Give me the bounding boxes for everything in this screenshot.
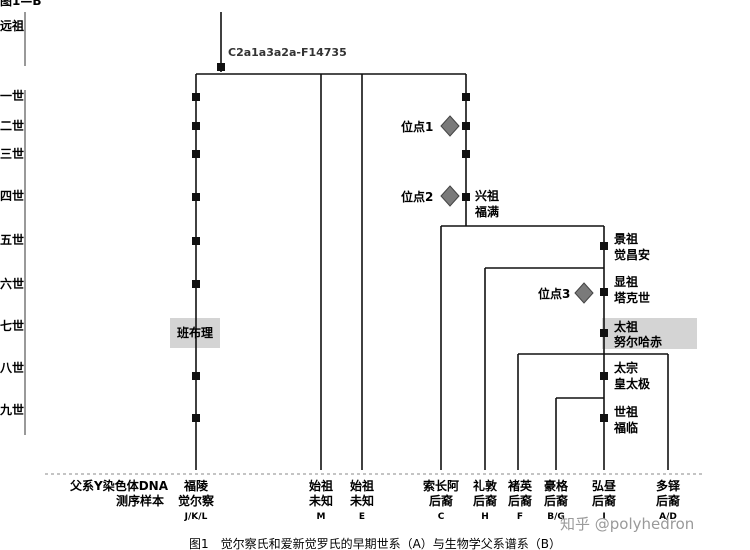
sample-2-line1: 始祖 [350, 478, 374, 493]
jingzu-title: 景祖 [614, 231, 638, 246]
sample-6-line1: 豪格 [544, 478, 569, 493]
gen-label-6: 六世 [0, 276, 24, 291]
site-3-label: 位点3 [538, 286, 570, 301]
site-markers [440, 115, 594, 304]
sample-2-line2: 未知 [349, 493, 374, 508]
footer-header-1: 父系Y染色体DNA [69, 478, 169, 493]
sample-6-line2: 后裔 [544, 493, 568, 508]
sample-3-line1: 索长阿 [423, 478, 459, 493]
banbuli-label: 班布理 [177, 325, 213, 340]
sample-4-line2: 后裔 [473, 493, 497, 508]
tree-lines [195, 12, 669, 470]
node-markers [192, 63, 608, 422]
sample-0-code: J/K/L [184, 512, 208, 522]
taizu-title: 太祖 [614, 319, 638, 334]
node-left-gen8 [192, 372, 200, 380]
gen-label-9: 九世 [0, 402, 24, 417]
gen-label-4: 四世 [0, 188, 24, 203]
node-left-gen1 [192, 93, 200, 101]
gen-label-8: 八世 [0, 360, 24, 375]
gen-label-ancestor: 远祖 [0, 18, 24, 33]
shizu-title: 世祖 [614, 404, 638, 419]
sample-5-line1: 褚英 [507, 478, 533, 493]
site-1-label: 位点1 [401, 119, 433, 134]
node-taizu [600, 329, 608, 337]
sample-7-line1: 弘昼 [592, 478, 617, 493]
sample-labels: 福陵 觉尔察 J/K/L 始祖 未知 M 始祖 未知 E 索长阿 后裔 C 礼敦… [178, 478, 681, 522]
sample-8-code: A/D [659, 512, 677, 522]
watermark: 知乎 @polyhedron [560, 515, 694, 533]
taizong-title: 太宗 [614, 360, 638, 375]
sample-4-line1: 礼敦 [473, 478, 498, 493]
gen-label-2: 二世 [0, 118, 24, 133]
node-right-gen1 [462, 93, 470, 101]
shizu-name: 福临 [613, 420, 638, 435]
gen-label-5: 五世 [0, 232, 24, 247]
jingzu-name: 觉昌安 [614, 247, 650, 262]
sample-1-code: M [317, 512, 326, 522]
sample-1-line2: 未知 [308, 493, 333, 508]
site-3-diamond [574, 282, 594, 304]
gen-label-1: 一世 [0, 88, 24, 103]
node-shizu [600, 414, 608, 422]
sample-1-line1: 始祖 [309, 478, 333, 493]
taizu-highlight [602, 318, 697, 349]
sample-3-line2: 后裔 [429, 493, 453, 508]
node-xingzu [462, 193, 470, 201]
sample-0-line2: 觉尔察 [178, 493, 215, 508]
node-right-gen2 [462, 122, 470, 130]
sample-5-code: F [517, 512, 523, 522]
site-1-diamond [440, 115, 460, 137]
site-2-diamond [440, 185, 460, 207]
sample-6-code: B/G [547, 512, 565, 522]
sample-2-code: E [359, 512, 365, 522]
xianzu-name: 塔克世 [614, 290, 650, 305]
node-taizong [600, 372, 608, 380]
node-left-gen4 [192, 193, 200, 201]
site-2-label: 位点2 [401, 189, 433, 204]
xingzu-name: 福满 [474, 204, 499, 219]
root-node [217, 63, 225, 71]
sample-7-line2: 后裔 [592, 493, 616, 508]
node-left-gen6 [192, 280, 200, 288]
node-left-gen2 [192, 122, 200, 130]
node-left-gen3 [192, 150, 200, 158]
root-marker-label: C2a1a3a2a-F14735 [228, 46, 347, 59]
taizu-name: 努尔哈赤 [614, 334, 662, 349]
figure-caption: 图1 觉尔察氏和爱新觉罗氏的早期世系（A）与生物学父系谱系（B） [189, 536, 561, 550]
gen-label-3: 三世 [0, 146, 24, 161]
node-jingzu [600, 242, 608, 250]
gen-label-7: 七世 [0, 318, 24, 333]
node-left-gen9 [192, 414, 200, 422]
node-left-gen5 [192, 237, 200, 245]
banbuli-highlight [170, 318, 220, 348]
node-xianzu [600, 288, 608, 296]
sample-5-line2: 后裔 [508, 493, 532, 508]
sample-3-code: C [438, 512, 445, 522]
sample-4-code: H [481, 512, 489, 522]
taizong-name: 皇太极 [614, 376, 651, 391]
sample-8-line2: 后裔 [656, 493, 680, 508]
sample-7-code: I [602, 512, 605, 522]
xingzu-title: 兴祖 [475, 188, 499, 203]
xianzu-title: 显祖 [614, 274, 638, 289]
figure-label: 图1—B [0, 0, 42, 8]
sample-8-line1: 多铎 [656, 478, 681, 493]
footer-header-2: 测序样本 [116, 493, 164, 508]
sample-0-line1: 福陵 [183, 478, 209, 493]
node-right-gen3 [462, 150, 470, 158]
